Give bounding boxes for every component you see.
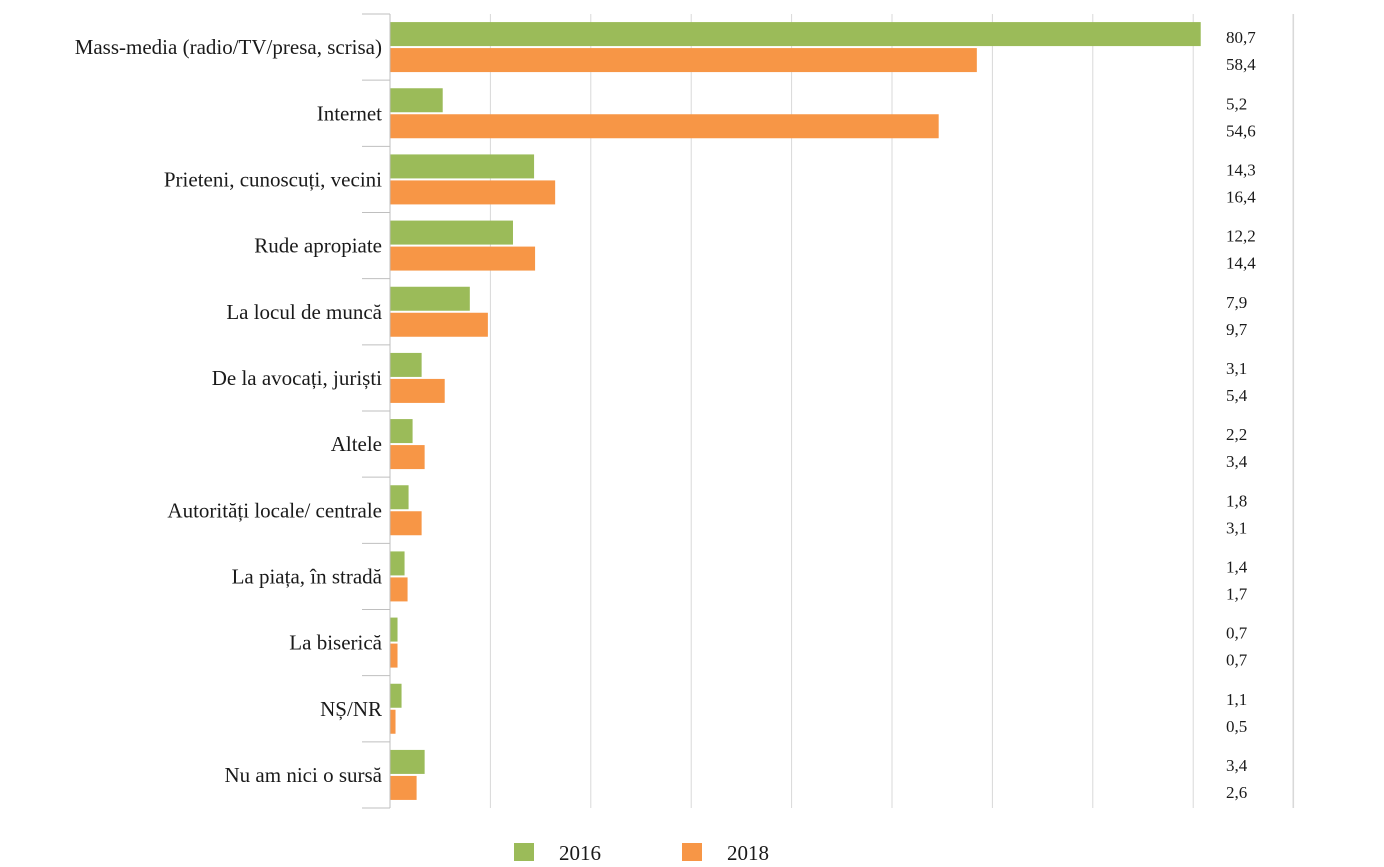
legend-label-2016: 2016 [559, 841, 601, 862]
bar-2016 [390, 220, 513, 245]
bar-2018 [390, 775, 417, 800]
category-label: La locul de muncă [226, 300, 382, 324]
value-label-2016: 2,2 [1226, 425, 1247, 444]
category-label: Nu am nici o sursă [225, 763, 383, 787]
bar-2018 [390, 312, 488, 337]
bar-2016 [390, 88, 443, 113]
value-label-2018: 0,5 [1226, 717, 1247, 736]
bar-2018 [390, 180, 556, 205]
bar-2016 [390, 154, 535, 179]
bar-2018 [390, 48, 977, 73]
value-label-2016: 3,4 [1226, 756, 1248, 775]
bar-2018 [390, 577, 408, 602]
bar-2018 [390, 114, 939, 139]
value-label-2018: 5,4 [1226, 386, 1248, 405]
bar-2018 [390, 445, 425, 470]
value-label-2018: 58,4 [1226, 55, 1256, 74]
bar-2016 [390, 22, 1201, 47]
bar-2016 [390, 352, 422, 377]
value-label-2018: 0,7 [1226, 651, 1248, 670]
bar-2016 [390, 485, 409, 510]
bar-2016 [390, 617, 398, 642]
category-label: La biserică [289, 631, 382, 655]
value-label-2018: 16,4 [1226, 187, 1256, 206]
legend-swatch-2016 [514, 843, 534, 861]
value-label-2016: 7,9 [1226, 293, 1247, 312]
category-label: NȘ/NR [320, 697, 382, 721]
bar-2018 [390, 709, 396, 734]
value-label-2016: 0,7 [1226, 624, 1248, 643]
bar-2016 [390, 683, 402, 708]
bar-2018 [390, 643, 398, 668]
category-label: Rude apropiate [254, 234, 382, 258]
value-label-2018: 9,7 [1226, 320, 1248, 339]
bar-2016 [390, 749, 425, 774]
category-label: Prieteni, cunoscuți, vecini [164, 167, 382, 191]
category-label: Internet [317, 101, 382, 125]
value-label-2018: 3,4 [1226, 452, 1248, 471]
value-label-2018: 3,1 [1226, 518, 1247, 537]
value-label-2018: 54,6 [1226, 121, 1256, 140]
value-label-2016: 1,4 [1226, 557, 1248, 576]
category-label: La piața, în stradă [232, 564, 383, 588]
legend-label-2018: 2018 [727, 841, 769, 862]
bar-2018 [390, 511, 422, 536]
value-label-2018: 2,6 [1226, 783, 1247, 802]
value-label-2016: 14,3 [1226, 160, 1256, 179]
value-label-2016: 12,2 [1226, 227, 1256, 246]
value-label-2018: 14,4 [1226, 254, 1256, 273]
value-label-2018: 1,7 [1226, 584, 1248, 603]
category-label: Autorități locale/ centrale [167, 498, 382, 522]
category-label: De la avocați, juriști [212, 366, 382, 390]
bar-2016 [390, 286, 470, 311]
bar-2016 [390, 551, 405, 576]
value-label-2016: 80,7 [1226, 28, 1256, 47]
legend-swatch-2018 [682, 843, 702, 861]
category-label: Altele [331, 432, 382, 456]
bar-2016 [390, 419, 413, 444]
value-label-2016: 3,1 [1226, 359, 1247, 378]
category-label: Mass-media (radio/TV/presa, scrisa) [75, 35, 382, 59]
bar-2018 [390, 378, 445, 403]
bar-2018 [390, 246, 536, 271]
value-label-2016: 5,2 [1226, 94, 1247, 113]
value-label-2016: 1,1 [1226, 690, 1247, 709]
value-label-2016: 1,8 [1226, 491, 1247, 510]
